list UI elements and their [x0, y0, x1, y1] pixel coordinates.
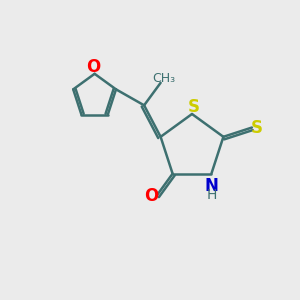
Text: O: O: [86, 58, 100, 76]
Text: H: H: [206, 188, 217, 202]
Text: O: O: [144, 187, 158, 205]
Text: S: S: [188, 98, 200, 116]
Text: CH₃: CH₃: [152, 72, 175, 85]
Text: N: N: [205, 177, 218, 195]
Text: S: S: [250, 118, 262, 136]
